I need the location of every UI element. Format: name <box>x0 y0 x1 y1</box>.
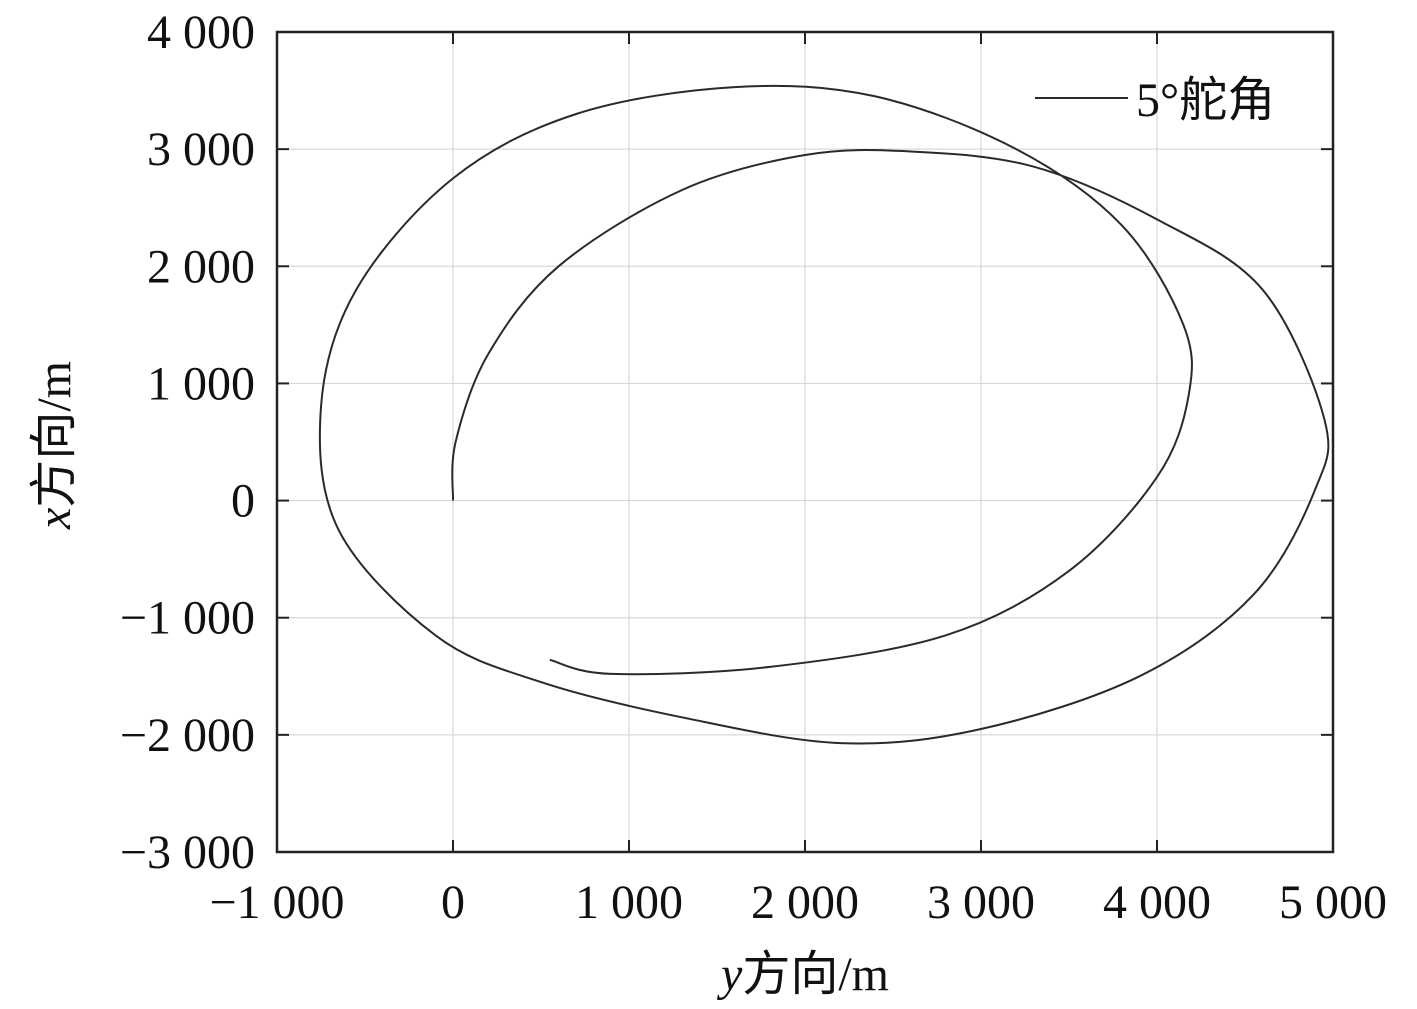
x-tick-label: 2 000 <box>751 876 859 929</box>
series-line-trajectory <box>318 84 1330 745</box>
x-tick-label: 0 <box>441 876 465 929</box>
y-axis-label-text: 方向/m <box>28 361 81 508</box>
y-axis-label: x方向/m <box>28 361 81 530</box>
x-tick-label: 5 000 <box>1279 876 1387 929</box>
x-tick-label: 1 000 <box>575 876 683 929</box>
y-tick-label: 2 000 <box>147 240 255 293</box>
y-tick-label: 4 000 <box>147 6 255 59</box>
plot-frame <box>275 30 1335 854</box>
y-tick-label: −2 000 <box>120 709 255 762</box>
y-tick-label: −1 000 <box>120 592 255 645</box>
y-axis-label-var: x <box>28 508 81 530</box>
legend: 5°舵角 <box>1035 74 1275 127</box>
x-axis-label-var: y <box>716 948 743 1001</box>
x-tick-label: 3 000 <box>927 876 1035 929</box>
legend-label: 5°舵角 <box>1136 74 1275 127</box>
y-tick-labels: −3 000 −2 000 −1 000 0 1 000 2 000 3 000 4 000 <box>120 6 255 879</box>
y-tick-label: 0 <box>231 475 255 528</box>
series-layer <box>318 84 1330 745</box>
x-tick-labels: −1 000 0 1 000 2 000 3 000 4 000 5 000 <box>209 876 1387 929</box>
y-tick-label: 3 000 <box>147 123 255 176</box>
x-tick-label: 4 000 <box>1103 876 1211 929</box>
y-tick-label: 1 000 <box>147 357 255 410</box>
y-tick-label: −3 000 <box>120 826 255 879</box>
x-axis-label: y方向/m <box>716 948 889 1001</box>
x-tick-label: −1 000 <box>209 876 344 929</box>
x-axis-label-text: 方向/m <box>742 948 889 1001</box>
